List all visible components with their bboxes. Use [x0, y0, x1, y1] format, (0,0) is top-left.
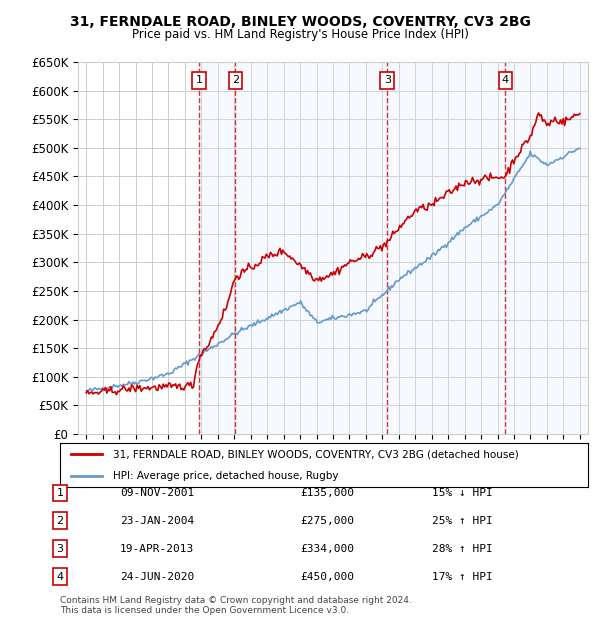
Text: 1: 1 [56, 488, 64, 498]
Text: 19-APR-2013: 19-APR-2013 [120, 544, 194, 554]
Text: 1: 1 [196, 75, 203, 86]
Text: 25% ↑ HPI: 25% ↑ HPI [432, 516, 493, 526]
Text: 3: 3 [384, 75, 391, 86]
Text: £450,000: £450,000 [300, 572, 354, 582]
Text: 3: 3 [56, 544, 64, 554]
Text: 23-JAN-2004: 23-JAN-2004 [120, 516, 194, 526]
Text: 31, FERNDALE ROAD, BINLEY WOODS, COVENTRY, CV3 2BG (detached house): 31, FERNDALE ROAD, BINLEY WOODS, COVENTR… [113, 449, 518, 459]
Text: 28% ↑ HPI: 28% ↑ HPI [432, 544, 493, 554]
Bar [505, 62, 588, 434]
Text: 4: 4 [502, 75, 509, 86]
Text: £275,000: £275,000 [300, 516, 354, 526]
Text: HPI: Average price, detached house, Rugby: HPI: Average price, detached house, Rugb… [113, 471, 338, 481]
Text: £135,000: £135,000 [300, 488, 354, 498]
Bar [235, 62, 387, 434]
Text: 17% ↑ HPI: 17% ↑ HPI [432, 572, 493, 582]
Text: 31, FERNDALE ROAD, BINLEY WOODS, COVENTRY, CV3 2BG: 31, FERNDALE ROAD, BINLEY WOODS, COVENTR… [70, 16, 530, 30]
Bar [387, 62, 505, 434]
Text: Contains HM Land Registry data © Crown copyright and database right 2024.
This d: Contains HM Land Registry data © Crown c… [60, 596, 412, 615]
Text: 24-JUN-2020: 24-JUN-2020 [120, 572, 194, 582]
Text: Price paid vs. HM Land Registry's House Price Index (HPI): Price paid vs. HM Land Registry's House … [131, 28, 469, 41]
Text: 09-NOV-2001: 09-NOV-2001 [120, 488, 194, 498]
Text: 15% ↓ HPI: 15% ↓ HPI [432, 488, 493, 498]
Text: £334,000: £334,000 [300, 544, 354, 554]
Text: 2: 2 [232, 75, 239, 86]
Text: 4: 4 [56, 572, 64, 582]
Bar [199, 62, 235, 434]
Text: 2: 2 [56, 516, 64, 526]
